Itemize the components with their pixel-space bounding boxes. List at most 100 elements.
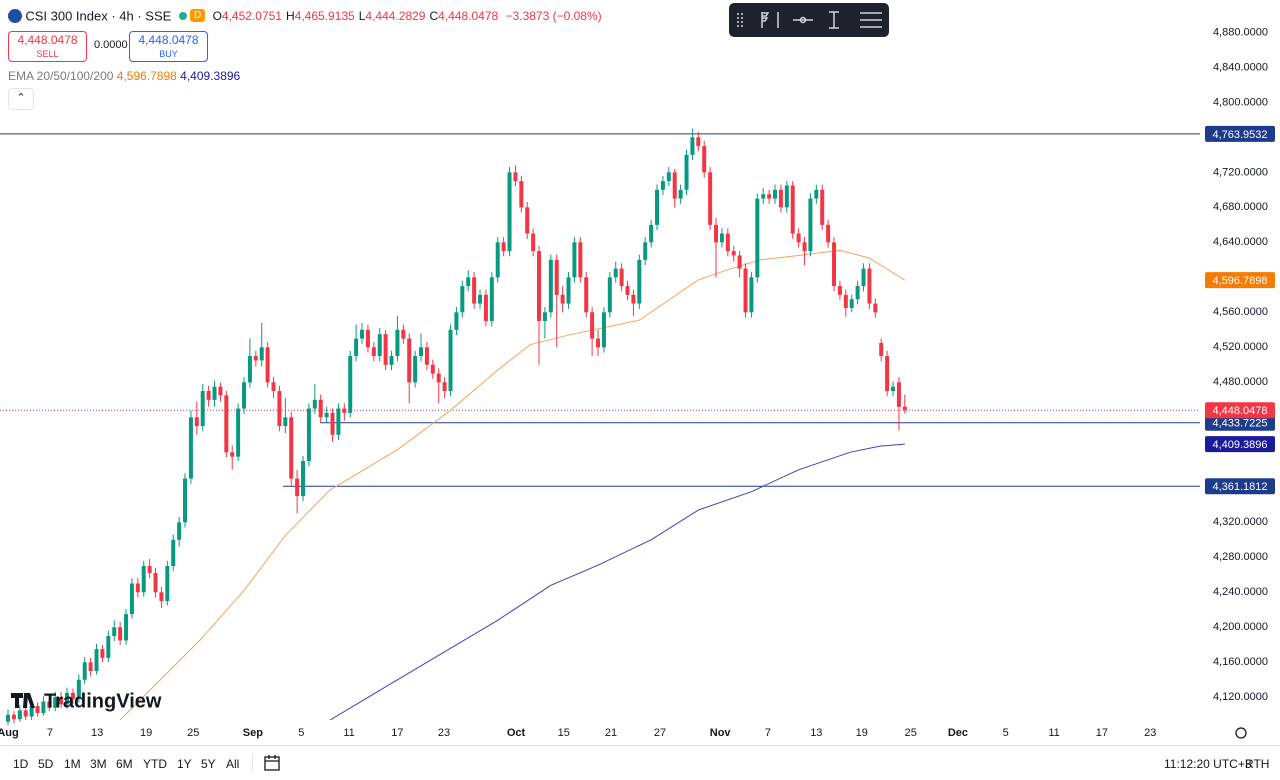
axis-settings[interactable] [1235,727,1247,739]
candle-body [590,312,595,339]
timeframe-button[interactable]: 3M [90,757,107,771]
level-tag [1205,414,1275,431]
candle-body [82,662,87,680]
candle-body [118,627,123,641]
session[interactable]: RTH [1245,757,1270,771]
candle-body [165,566,170,602]
y-tick-label: 4,480.0000 [1213,376,1268,388]
ema-line [119,249,906,720]
candle-body [448,329,453,392]
x-tick-label: 15 [558,727,570,739]
candle-body [566,277,571,304]
timeframe-button[interactable]: 6M [116,757,133,771]
candle-body [714,224,719,243]
timeframe-button[interactable]: YTD [143,757,167,771]
candle-body [47,701,52,708]
candle-body [832,242,837,287]
candle-body [643,242,648,260]
sell-label: SELL [36,49,59,59]
flag-tool[interactable] [761,12,770,28]
ohlc-key: O [212,8,222,23]
candle-body [737,255,742,269]
y-tick-label: 4,640.0000 [1213,236,1268,248]
date-range-icon[interactable] [263,754,283,772]
candle-body [896,382,901,407]
timeframe-button[interactable]: 1Y [177,757,192,771]
x-tick-label: 5 [1003,727,1009,739]
tradingview-logo: TradingView [11,690,162,712]
timeframe-button[interactable]: 5Y [201,757,216,771]
candle-body [879,342,884,357]
ohlc-values: O4,452.0751 H4,465.9135 L4,444.2829 C4,448.… [213,9,503,23]
candle-body [690,137,695,155]
candle-body [725,233,730,252]
candle-body [183,478,188,523]
candle-body [65,692,70,705]
x-tick-label: 13 [91,727,103,739]
candle-body [649,224,654,243]
candle-body [88,662,93,672]
timeframe-button[interactable]: 5D [38,757,54,771]
candle-body [489,277,494,322]
settings-tool[interactable] [860,12,882,28]
candle-body [684,154,689,190]
x-tick-label: Nov [710,727,732,739]
timeframe-button[interactable]: All [226,757,240,771]
candle-body [70,692,75,700]
candle-body [348,356,353,413]
timeframe-button[interactable]: 1M [64,757,81,771]
ohlc-value: 4,444.2829 [365,8,426,23]
candle-body [660,181,665,190]
candle-body [749,277,754,313]
sell-button[interactable]: 4,448.0478 SELL [8,31,87,62]
candle-body [531,233,536,252]
y-tick-label: 4,880.0000 [1213,26,1268,38]
candle-body [171,539,176,567]
candle-body [100,649,105,658]
x-tick-label: 27 [654,727,666,739]
candle-body [23,710,28,717]
x-tick-label: 7 [765,727,771,739]
candle-body [253,356,258,361]
ema-tag [1205,272,1275,289]
vline-tool[interactable] [829,11,839,29]
candle-body [430,364,435,374]
buy-button[interactable]: 4,448.0478 BUY [129,31,208,62]
candle-body [478,294,483,304]
candle-body [35,706,40,714]
candle-body [177,522,182,540]
timeframe-button[interactable]: 1D [13,757,29,771]
candle-body [206,391,211,400]
ema-line [329,443,905,720]
chart: 4,120.0000 4,160.0000 4,200.0000 4,240.0000… [0,3,1275,739]
y-tick-label: 4,520.0000 [1213,341,1268,353]
indicator-name[interactable]: EMA 20/50/100/200 [8,69,114,83]
ohlc-key: L [358,8,366,23]
ema-tag-label: 4,409.3896 [1212,439,1267,451]
candle-body [389,356,394,365]
candle-body [631,294,636,304]
indicator-value: 4,409.3896 [180,69,241,83]
symbol-title[interactable]: CSI 300 Index · 4h · SSE [25,8,172,24]
candle-body [513,172,518,182]
candle-body [802,242,807,252]
candle-body [584,277,589,313]
collapse-button[interactable]: ⌃ [8,88,34,110]
candle-body [696,137,701,147]
candle-body [861,268,866,287]
ohlc-key: H [285,8,295,23]
candle-body [218,386,223,396]
badge: D [190,9,206,23]
y-tick-label: 4,120.0000 [1213,691,1268,703]
candle-body [330,412,335,435]
candle-body [613,268,618,278]
candle-body [607,277,612,313]
candle-body [324,412,329,418]
candle-body [507,172,512,252]
candle-body [112,627,117,637]
x-tick-label: 11 [343,727,354,739]
candle-body [11,714,16,720]
candle-body [637,259,642,304]
candle-body [625,286,630,295]
candle-body [247,356,252,383]
